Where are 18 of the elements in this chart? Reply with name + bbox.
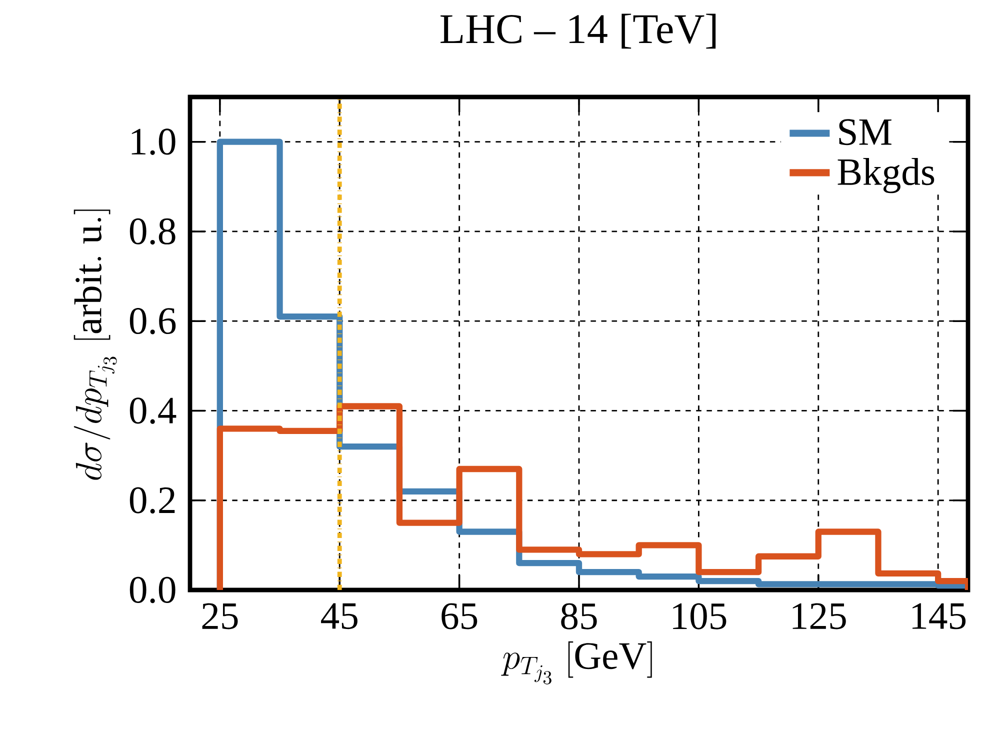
y-tick-label: 1.0 (132, 128, 176, 155)
x-tick-label: 105 (673, 603, 726, 630)
legend-label: Bkgds (838, 158, 934, 194)
y-tick-label: 0.8 (130, 218, 176, 245)
x-tick-label: 85 (561, 603, 597, 630)
x-tick-label: 125 (792, 603, 846, 630)
x-tick-label: 65 (442, 603, 478, 630)
y-tick-label: 0.2 (130, 487, 175, 514)
y-axis-title: $d\sigma/dp_{T_{j_3}}\ \mathrm{[arbit.\ u.]}$ (74, 210, 117, 480)
x-tick-label: 25 (202, 603, 238, 630)
x-tick-label: 145 (912, 603, 966, 630)
legend-label: SM (839, 119, 892, 146)
y-tick-label: 0.6 (130, 308, 176, 334)
y-tick-label: 0.4 (130, 398, 176, 424)
x-axis-title: $p_{T_{j_3}}\ \mathrm{[GeV]}$ (501, 641, 652, 684)
chart-title: LHC – 14 [TeV] (440, 14, 716, 49)
x-tick-label: 45 (321, 603, 358, 630)
y-tick-label: 0.0 (130, 576, 176, 604)
